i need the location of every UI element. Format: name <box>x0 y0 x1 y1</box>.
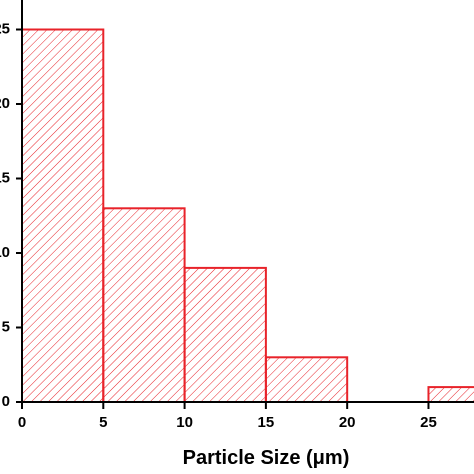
bar <box>264 356 349 403</box>
x-tick-label: 20 <box>339 414 356 431</box>
y-tick-label: 0 <box>2 393 10 410</box>
x-tick-label: 15 <box>258 414 275 431</box>
y-tick-label: 10 <box>0 244 10 261</box>
y-tick-label: 15 <box>0 169 10 186</box>
y-tick-label: 5 <box>2 318 10 335</box>
bar <box>21 28 105 403</box>
bar <box>102 207 186 403</box>
bar <box>427 386 474 403</box>
y-tick-label: 25 <box>0 20 10 37</box>
x-tick-label: 10 <box>176 414 193 431</box>
x-tick-label: 25 <box>420 414 437 431</box>
plot-area <box>21 28 474 403</box>
y-tick-label: 20 <box>0 95 10 112</box>
bar <box>183 266 267 403</box>
x-tick-label: 5 <box>99 414 107 431</box>
x-tick-label: 0 <box>18 414 26 431</box>
x-axis-title: Particle Size (μm) <box>183 447 350 469</box>
